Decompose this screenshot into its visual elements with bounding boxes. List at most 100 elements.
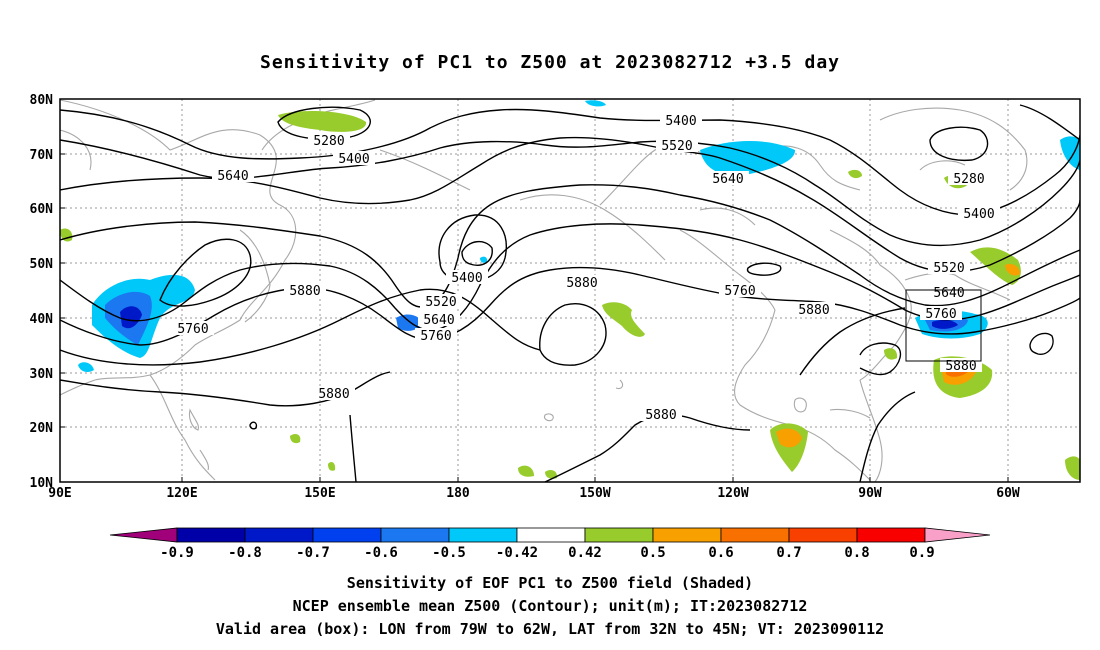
contour-label: 5640 [418, 312, 460, 328]
shade-negative-canada [700, 141, 796, 176]
svg-text:5400: 5400 [665, 114, 696, 129]
svg-text:5760: 5760 [925, 307, 956, 322]
colorbar-swatches [109, 527, 991, 543]
svg-text:5640: 5640 [933, 286, 964, 301]
shade-negative-east-edge [1060, 136, 1080, 170]
lat-tick-label: 50N [30, 257, 54, 272]
svg-text:5880: 5880 [645, 408, 676, 423]
shade-negative-south-china [78, 362, 94, 373]
contour-label: 5880 [940, 358, 982, 374]
colorbar-swatch [516, 527, 586, 543]
axis-ticks [59, 98, 1009, 483]
colorbar-swatch [856, 527, 926, 543]
shade-positive-north-pacific [278, 110, 367, 132]
contour-label: 5880 [793, 302, 835, 318]
shade-negative-japan [396, 314, 422, 331]
shade-negative-china-strong [120, 306, 142, 329]
colorbar-swatch [176, 527, 246, 543]
contour-label: 5640 [928, 285, 970, 301]
svg-text:5760: 5760 [420, 329, 451, 344]
lat-tick-label: 30N [30, 367, 54, 382]
svg-text:5880: 5880 [798, 303, 829, 318]
lat-tick-label: 80N [30, 93, 54, 108]
svg-text:5640: 5640 [423, 313, 454, 328]
caption-shading: Sensitivity of EOF PC1 to Z500 field (Sh… [347, 574, 753, 592]
contour-label: 5400 [333, 151, 375, 167]
shade-negative-box-core [932, 319, 958, 329]
svg-text:5520: 5520 [933, 261, 964, 276]
contour-label: 5760 [920, 306, 962, 322]
lon-tick-label: 60W [996, 486, 1020, 501]
lat-tick-label: 10N [30, 476, 54, 491]
colorbar-swatch [720, 527, 790, 543]
colorbar-swatch [652, 527, 722, 543]
svg-text:5640: 5640 [712, 172, 743, 187]
colorbar-swatch [312, 527, 382, 543]
colorbar-label: -0.8 [228, 545, 262, 561]
shade-positive-small-1 [290, 434, 301, 444]
contour-label: 5520 [656, 138, 698, 154]
shade-positive-small-3 [518, 465, 534, 477]
colorbar-swatch [924, 527, 991, 543]
map-panel: 5280 5400 5400 5520 5640 5640 5400 5520 … [30, 93, 1081, 501]
lon-tick-label: 180 [446, 486, 470, 501]
colorbar-label: -0.6 [364, 545, 398, 561]
valid-area-box [905, 289, 982, 362]
shade-negative-arctic [585, 100, 606, 107]
lon-tick-label: 90W [858, 486, 882, 501]
lon-tick-label: 150E [304, 486, 335, 501]
colorbar-label: 0.5 [640, 545, 665, 561]
svg-text:5400: 5400 [451, 271, 482, 286]
shade-positive-southeast-edge [1065, 456, 1080, 480]
longitude-labels: 90E 120E 150E 180 150W 120W 90W 60W [48, 486, 1020, 501]
svg-text:5880: 5880 [318, 387, 349, 402]
contour-label: 5760 [172, 321, 214, 337]
shade-positive-small-2 [328, 462, 336, 471]
caption-contour: NCEP ensemble mean Z500 (Contour); unit(… [293, 597, 808, 615]
colorbar-label: 0.8 [844, 545, 869, 561]
contour-label: 5280 [948, 171, 990, 187]
svg-text:5880: 5880 [566, 276, 597, 291]
shade-positive-west-edge [60, 228, 73, 242]
latitude-labels: 80N 70N 60N 50N 40N 30N 20N 10N [30, 93, 54, 491]
svg-text:5760: 5760 [177, 322, 208, 337]
contour-label: 5640 [212, 168, 254, 184]
contour-label: 5280 [308, 133, 350, 149]
svg-text:5880: 5880 [289, 284, 320, 299]
svg-text:5640: 5640 [217, 169, 248, 184]
svg-text:5520: 5520 [425, 295, 456, 310]
shade-positive-small-5 [884, 348, 898, 360]
colorbar-swatch [448, 527, 518, 543]
colorbar-label: 0.6 [708, 545, 733, 561]
shade-negative-small-1 [480, 256, 488, 263]
colorbar-swatch [244, 527, 314, 543]
contour-label: 5760 [719, 283, 761, 299]
colorbar-labels: -0.9 -0.8 -0.7 -0.6 -0.5 -0.42 0.42 0.5 … [160, 545, 935, 561]
shade-positive-small-6 [848, 169, 862, 179]
lat-tick-label: 60N [30, 202, 54, 217]
figure-title: Sensitivity of PC1 to Z500 at 2023082712… [260, 52, 840, 73]
contour-label: 5520 [928, 260, 970, 276]
svg-text:5280: 5280 [953, 172, 984, 187]
svg-text:5280: 5280 [313, 134, 344, 149]
contour-label: 5880 [313, 386, 355, 402]
shade-positive-pacific [602, 302, 645, 337]
map-frame [59, 98, 1081, 483]
caption-valid-area: Valid area (box): LON from 79W to 62W, L… [216, 620, 884, 638]
colorbar-swatch [380, 527, 450, 543]
colorbar-label: -0.9 [160, 545, 194, 561]
colorbar-label: 0.7 [776, 545, 801, 561]
contour-label: 5880 [284, 283, 326, 299]
contour-label: 5400 [446, 270, 488, 286]
colorbar-label: -0.5 [432, 545, 466, 561]
colorbar-swatch [584, 527, 654, 543]
contour-label: 5880 [561, 275, 603, 291]
colorbar-label: -0.7 [296, 545, 330, 561]
colorbar-label: 0.9 [909, 545, 934, 561]
colorbar-swatch [788, 527, 858, 543]
lon-tick-label: 120E [166, 486, 197, 501]
lon-tick-label: 90E [48, 486, 71, 501]
lat-tick-label: 70N [30, 148, 54, 163]
colorbar-label: 0.42 [568, 545, 602, 561]
